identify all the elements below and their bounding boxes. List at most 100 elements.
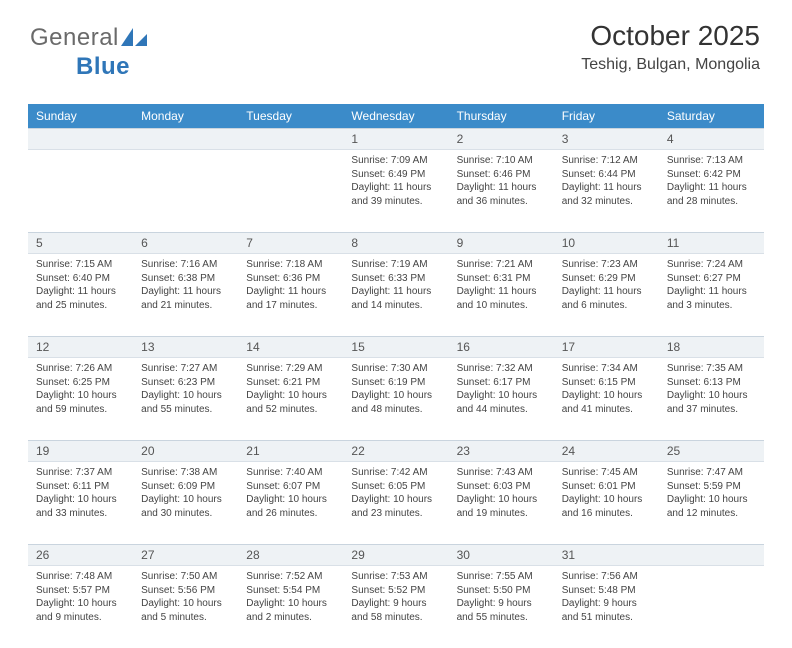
sunset-line: Sunset: 6:05 PM xyxy=(351,480,442,494)
day-number: 3 xyxy=(554,129,659,149)
day-cell: Sunrise: 7:52 AMSunset: 5:54 PMDaylight:… xyxy=(238,566,343,648)
sunrise-line: Sunrise: 7:48 AM xyxy=(36,570,127,584)
day-number: 22 xyxy=(343,441,448,461)
weekday-header-row: SundayMondayTuesdayWednesdayThursdayFrid… xyxy=(28,104,764,128)
sunset-line: Sunset: 5:50 PM xyxy=(457,584,548,598)
day-cell: Sunrise: 7:10 AMSunset: 6:46 PMDaylight:… xyxy=(449,150,554,232)
day-cell: Sunrise: 7:37 AMSunset: 6:11 PMDaylight:… xyxy=(28,462,133,544)
day-cell-body xyxy=(133,150,238,160)
daylight-line: Daylight: 10 hours and 52 minutes. xyxy=(246,389,337,416)
week-row: Sunrise: 7:09 AMSunset: 6:49 PMDaylight:… xyxy=(28,150,764,232)
daylight-line: Daylight: 10 hours and 44 minutes. xyxy=(457,389,548,416)
sunset-line: Sunset: 5:56 PM xyxy=(141,584,232,598)
brand-part2: Blue xyxy=(76,53,130,81)
day-cell: Sunrise: 7:55 AMSunset: 5:50 PMDaylight:… xyxy=(449,566,554,648)
day-cell-body: Sunrise: 7:27 AMSunset: 6:23 PMDaylight:… xyxy=(133,358,238,422)
sunrise-line: Sunrise: 7:16 AM xyxy=(141,258,232,272)
day-cell-body: Sunrise: 7:30 AMSunset: 6:19 PMDaylight:… xyxy=(343,358,448,422)
day-cell: Sunrise: 7:13 AMSunset: 6:42 PMDaylight:… xyxy=(659,150,764,232)
daylight-line: Daylight: 10 hours and 59 minutes. xyxy=(36,389,127,416)
day-cell: Sunrise: 7:12 AMSunset: 6:44 PMDaylight:… xyxy=(554,150,659,232)
day-cell: Sunrise: 7:42 AMSunset: 6:05 PMDaylight:… xyxy=(343,462,448,544)
day-cell: Sunrise: 7:21 AMSunset: 6:31 PMDaylight:… xyxy=(449,254,554,336)
day-number: 31 xyxy=(554,545,659,565)
day-cell-body xyxy=(238,150,343,160)
day-cell-body: Sunrise: 7:29 AMSunset: 6:21 PMDaylight:… xyxy=(238,358,343,422)
day-cell: Sunrise: 7:29 AMSunset: 6:21 PMDaylight:… xyxy=(238,358,343,440)
day-number: 5 xyxy=(28,233,133,253)
daylight-line: Daylight: 9 hours and 51 minutes. xyxy=(562,597,653,624)
sunset-line: Sunset: 5:54 PM xyxy=(246,584,337,598)
daylight-line: Daylight: 10 hours and 26 minutes. xyxy=(246,493,337,520)
day-cell: Sunrise: 7:48 AMSunset: 5:57 PMDaylight:… xyxy=(28,566,133,648)
daylight-line: Daylight: 10 hours and 33 minutes. xyxy=(36,493,127,520)
weekday-header: Wednesday xyxy=(343,104,448,128)
sunset-line: Sunset: 6:31 PM xyxy=(457,272,548,286)
sunset-line: Sunset: 6:07 PM xyxy=(246,480,337,494)
weekday-header: Monday xyxy=(133,104,238,128)
day-cell: Sunrise: 7:16 AMSunset: 6:38 PMDaylight:… xyxy=(133,254,238,336)
day-number: 4 xyxy=(659,129,764,149)
day-number xyxy=(238,129,343,149)
day-number: 26 xyxy=(28,545,133,565)
sunrise-line: Sunrise: 7:18 AM xyxy=(246,258,337,272)
sunrise-line: Sunrise: 7:19 AM xyxy=(351,258,442,272)
sunset-line: Sunset: 6:19 PM xyxy=(351,376,442,390)
brand-sail-icon xyxy=(121,25,147,53)
daynum-row: 1234 xyxy=(28,128,764,150)
day-cell-body: Sunrise: 7:35 AMSunset: 6:13 PMDaylight:… xyxy=(659,358,764,422)
daylight-line: Daylight: 10 hours and 5 minutes. xyxy=(141,597,232,624)
day-number: 7 xyxy=(238,233,343,253)
sunrise-line: Sunrise: 7:26 AM xyxy=(36,362,127,376)
day-cell: Sunrise: 7:15 AMSunset: 6:40 PMDaylight:… xyxy=(28,254,133,336)
sunrise-line: Sunrise: 7:50 AM xyxy=(141,570,232,584)
day-number: 23 xyxy=(449,441,554,461)
day-cell-empty xyxy=(238,150,343,232)
sunrise-line: Sunrise: 7:15 AM xyxy=(36,258,127,272)
day-cell-body: Sunrise: 7:53 AMSunset: 5:52 PMDaylight:… xyxy=(343,566,448,630)
day-number: 12 xyxy=(28,337,133,357)
day-cell-empty xyxy=(133,150,238,232)
sunset-line: Sunset: 6:38 PM xyxy=(141,272,232,286)
day-cell-body: Sunrise: 7:19 AMSunset: 6:33 PMDaylight:… xyxy=(343,254,448,318)
day-cell-body: Sunrise: 7:24 AMSunset: 6:27 PMDaylight:… xyxy=(659,254,764,318)
week-row: Sunrise: 7:48 AMSunset: 5:57 PMDaylight:… xyxy=(28,566,764,648)
daylight-line: Daylight: 10 hours and 19 minutes. xyxy=(457,493,548,520)
daylight-line: Daylight: 10 hours and 12 minutes. xyxy=(667,493,758,520)
day-number: 21 xyxy=(238,441,343,461)
day-number: 19 xyxy=(28,441,133,461)
day-cell-body xyxy=(659,566,764,576)
sunset-line: Sunset: 6:44 PM xyxy=(562,168,653,182)
sunset-line: Sunset: 6:21 PM xyxy=(246,376,337,390)
day-cell: Sunrise: 7:18 AMSunset: 6:36 PMDaylight:… xyxy=(238,254,343,336)
sunrise-line: Sunrise: 7:12 AM xyxy=(562,154,653,168)
sunset-line: Sunset: 6:03 PM xyxy=(457,480,548,494)
day-cell-body: Sunrise: 7:23 AMSunset: 6:29 PMDaylight:… xyxy=(554,254,659,318)
sunset-line: Sunset: 5:48 PM xyxy=(562,584,653,598)
weekday-header: Friday xyxy=(554,104,659,128)
day-cell: Sunrise: 7:53 AMSunset: 5:52 PMDaylight:… xyxy=(343,566,448,648)
sunrise-line: Sunrise: 7:10 AM xyxy=(457,154,548,168)
day-cell-body: Sunrise: 7:47 AMSunset: 5:59 PMDaylight:… xyxy=(659,462,764,526)
sunset-line: Sunset: 6:11 PM xyxy=(36,480,127,494)
day-cell-body: Sunrise: 7:37 AMSunset: 6:11 PMDaylight:… xyxy=(28,462,133,526)
day-number: 6 xyxy=(133,233,238,253)
sunset-line: Sunset: 6:23 PM xyxy=(141,376,232,390)
sunrise-line: Sunrise: 7:47 AM xyxy=(667,466,758,480)
day-number: 18 xyxy=(659,337,764,357)
daylight-line: Daylight: 11 hours and 32 minutes. xyxy=(562,181,653,208)
page-title: October 2025 xyxy=(581,20,760,52)
weekday-header: Thursday xyxy=(449,104,554,128)
day-cell: Sunrise: 7:32 AMSunset: 6:17 PMDaylight:… xyxy=(449,358,554,440)
weekday-header: Tuesday xyxy=(238,104,343,128)
week-row: Sunrise: 7:26 AMSunset: 6:25 PMDaylight:… xyxy=(28,358,764,440)
day-number: 9 xyxy=(449,233,554,253)
day-cell-body: Sunrise: 7:42 AMSunset: 6:05 PMDaylight:… xyxy=(343,462,448,526)
sunset-line: Sunset: 6:29 PM xyxy=(562,272,653,286)
sunrise-line: Sunrise: 7:38 AM xyxy=(141,466,232,480)
sunset-line: Sunset: 6:46 PM xyxy=(457,168,548,182)
daylight-line: Daylight: 10 hours and 30 minutes. xyxy=(141,493,232,520)
daynum-row: 12131415161718 xyxy=(28,336,764,358)
day-cell-body: Sunrise: 7:13 AMSunset: 6:42 PMDaylight:… xyxy=(659,150,764,214)
daylight-line: Daylight: 11 hours and 10 minutes. xyxy=(457,285,548,312)
